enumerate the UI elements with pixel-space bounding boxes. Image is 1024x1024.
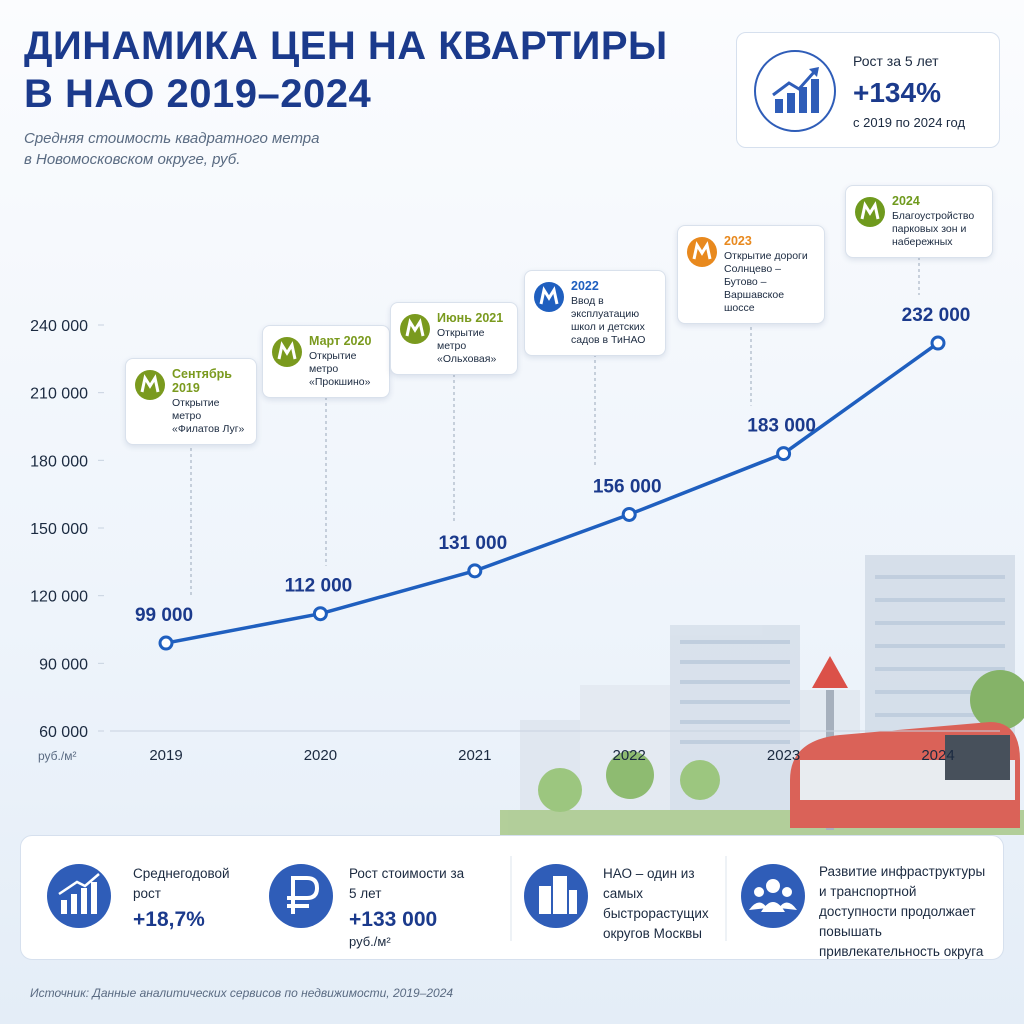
y-tick-label: 210 000 (30, 386, 88, 403)
x-tick-label: 2019 (149, 747, 182, 764)
annotation-date: Июнь 2021 (437, 311, 504, 325)
annotation-card: Март 2020 Открытие метро «Прокшино» (262, 325, 390, 398)
stat: НАО – один из самых быстрорастущих округ… (603, 864, 718, 944)
stat-value: +133 000 (349, 908, 438, 931)
annotation-text: Открытие метро «Прокшино» (309, 350, 371, 388)
subtitle: Средняя стоимость квадратного метра в Но… (24, 128, 319, 170)
x-tick-label: 2023 (767, 747, 800, 764)
point (776, 446, 792, 462)
price-line (165, 341, 940, 645)
stat-text: НАО – один из самых быстрорастущих округ… (603, 866, 709, 941)
annotation-text: Открытие метро «Филатов Луг» (172, 397, 245, 435)
value-label: 232 000 (902, 305, 971, 326)
source: Источник: Данные аналитических сервисов … (30, 986, 454, 1000)
subtitle-line: в Новомосковском округе, руб. (24, 151, 241, 168)
badge-label: Рост за 5 лет (853, 53, 939, 69)
annotation-text: Открытие дороги Солнцево – Бутово – Варш… (724, 250, 808, 314)
annotation-text: Ввод в эксплуатацию школ и детских садов… (571, 295, 646, 346)
x-tick-label: 2024 (921, 747, 954, 764)
annotation-text: Открытие метро «Ольховая» (437, 327, 497, 365)
stat: Рост стоимости за 5 лет +133 000 руб./м² (349, 864, 469, 952)
point (930, 335, 946, 351)
city-illustration (500, 555, 1024, 835)
y-tick-label: 90 000 (39, 656, 88, 673)
annotation-card: 2024 Благоустройство парковых зон и набе… (845, 185, 993, 258)
stats-panel: Среднегодовой рост +18,7% Рост стоимости… (20, 835, 1004, 960)
point (312, 606, 328, 622)
annotation-card: Сентябрь 2019 Открытие метро «Филатов Лу… (125, 358, 257, 445)
growth-badge: Рост за 5 лет +134% с 2019 по 2024 год (736, 32, 1000, 148)
stat-value: +18,7% (133, 908, 205, 931)
point (158, 635, 174, 651)
point (467, 563, 483, 579)
growth-icon (754, 50, 836, 132)
title: ДИНАМИКА ЦЕН НА КВАРТИРЫ В НАО 2019–2024 (24, 22, 668, 118)
stat-text: Среднегодовой рост (133, 866, 230, 901)
annotation-icon (534, 282, 564, 312)
y-tick-label: 180 000 (30, 453, 88, 470)
annotation-icon (400, 314, 430, 344)
title-line: В НАО 2019–2024 (24, 72, 372, 116)
y-axis-unit: руб./м² (38, 749, 76, 763)
y-tick-label: 60 000 (39, 724, 88, 741)
y-tick-label: 150 000 (30, 521, 88, 538)
x-tick-label: 2021 (458, 747, 491, 764)
x-tick-label: 2022 (613, 747, 646, 764)
annotation-date: 2023 (724, 234, 752, 248)
value-label: 112 000 (285, 576, 353, 597)
stat-unit: руб./м² (349, 934, 391, 949)
annotation-card: Июнь 2021 Открытие метро «Ольховая» (390, 302, 518, 375)
x-tick-label: 2020 (304, 747, 337, 764)
value-label: 156 000 (593, 476, 662, 497)
y-tick-label: 120 000 (30, 589, 88, 606)
stat-text: Рост стоимости за 5 лет (349, 866, 465, 901)
annotation-icon (687, 237, 717, 267)
annotation-date: 2024 (892, 194, 920, 208)
annotation-date: Март 2020 (309, 334, 372, 348)
annotation-text: Благоустройство парковых зон и набережны… (892, 210, 975, 248)
annotation-date: Сентябрь 2019 (172, 367, 232, 395)
stats-icons (47, 856, 805, 941)
annotation-card: 2022 Ввод в эксплуатацию школ и детских … (524, 270, 666, 356)
value-label: 131 000 (438, 533, 507, 554)
y-tick-label: 240 000 (30, 318, 88, 335)
stat: Среднегодовой рост +18,7% (133, 864, 243, 930)
value-label: 99 000 (135, 605, 193, 626)
value-label: 183 000 (747, 416, 816, 437)
badge-value: +134% (853, 77, 941, 108)
annotation-card: 2023 Открытие дороги Солнцево – Бутово –… (677, 225, 825, 324)
stat: Развитие инфраструктуры и транспортной д… (819, 862, 994, 962)
annotation-date: 2022 (571, 279, 599, 293)
subtitle-line: Средняя стоимость квадратного метра (24, 130, 320, 147)
annotation-icon (855, 197, 885, 227)
annotation-icon (272, 337, 302, 367)
badge-note: с 2019 по 2024 год (853, 115, 966, 130)
stat-text: Развитие инфраструктуры и транспортной д… (819, 864, 986, 959)
annotation-icon (135, 370, 165, 400)
point (621, 506, 637, 522)
title-line: ДИНАМИКА ЦЕН НА КВАРТИРЫ (24, 24, 668, 68)
